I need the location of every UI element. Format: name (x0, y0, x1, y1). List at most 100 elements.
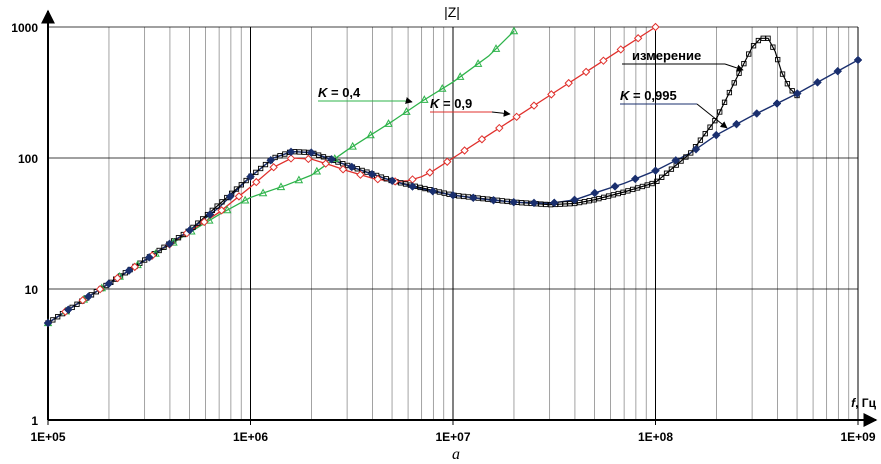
data-point-meas (765, 35, 771, 41)
data-point-k0995 (468, 193, 478, 203)
markers-group (43, 22, 863, 328)
data-point-k09 (460, 146, 469, 155)
y-tick-label: 1 (31, 414, 38, 428)
data-point-meas (50, 317, 56, 323)
series-label-value: = 0,4 (327, 85, 361, 100)
data-point-k09 (95, 284, 105, 294)
data-point-k0995 (225, 192, 235, 201)
data-point-k0995 (448, 190, 458, 200)
data-point-meas (789, 88, 795, 94)
x-tick-label: 1E+09 (840, 430, 875, 444)
data-point-k04 (509, 26, 519, 35)
data-point-k09 (338, 165, 348, 174)
data-point-k04 (438, 84, 447, 92)
x-axis-label-symbol: f (851, 396, 856, 410)
data-point-meas (668, 166, 675, 172)
data-point-k0995 (266, 155, 276, 165)
data-point-k09 (495, 123, 504, 133)
series-label-k09: K = 0,9 (430, 96, 472, 111)
data-point-k09 (564, 78, 573, 88)
data-point-meas (784, 81, 791, 87)
data-point-meas (257, 165, 264, 172)
chart-title: |Z| (444, 4, 460, 20)
data-point-k0995 (84, 292, 93, 301)
data-point-k0995 (833, 66, 843, 76)
data-point-k0995 (610, 182, 620, 191)
data-point-k0995 (327, 154, 336, 164)
axes: 1E+05 1E+06 1E+07 1E+08 1E+09 1 10 100 1000 (11, 9, 878, 444)
data-point-k09 (477, 135, 487, 144)
series-label-value: измерение (632, 48, 701, 63)
annotations: K = 0,4 K = 0,9 K = 0,995 измерение (318, 48, 744, 129)
data-point-k09 (269, 163, 278, 172)
data-point-k09 (373, 175, 382, 184)
data-point-k0995 (144, 253, 154, 262)
data-point-meas (262, 161, 269, 168)
data-point-k0995 (549, 198, 559, 208)
data-point-k0995 (286, 147, 296, 157)
data-point-k04 (222, 205, 232, 214)
figure-caption: a (452, 446, 460, 463)
data-point-k0995 (651, 166, 660, 176)
series-label-value: = 0,995 (629, 88, 676, 103)
series-label-symbol: K (318, 85, 329, 100)
data-point-k04 (240, 195, 250, 204)
data-point-meas (74, 301, 80, 307)
data-point-meas (233, 186, 240, 192)
annotation-arrow-k0995 (696, 103, 728, 129)
data-point-k0995 (711, 130, 721, 140)
data-point-meas (195, 220, 201, 226)
data-point-k04 (420, 95, 429, 103)
data-point-meas (688, 150, 694, 156)
data-point-k0995 (853, 55, 863, 65)
data-point-k0995 (43, 318, 53, 328)
data-point-k09 (113, 273, 122, 283)
data-point-meas (770, 44, 776, 50)
data-point-meas (654, 178, 660, 184)
data-point-k04 (276, 182, 286, 191)
data-point-k0995 (408, 182, 417, 191)
x-axis-label: f, Гц (851, 396, 876, 410)
y-tick-label: 1000 (11, 21, 38, 35)
data-point-meas (741, 60, 747, 67)
data-point-k0995 (671, 156, 681, 165)
data-point-meas (663, 170, 670, 176)
data-point-k0995 (630, 174, 640, 184)
data-point-k0995 (509, 197, 519, 207)
data-point-k09 (529, 101, 539, 110)
data-point-k09 (443, 157, 452, 166)
y-tick-label: 10 (25, 283, 39, 297)
data-point-k09 (599, 56, 608, 65)
x-axis-label-unit: , Гц (855, 396, 876, 410)
series-label-meas: измерение (632, 48, 701, 63)
data-point-k04 (294, 175, 304, 184)
data-point-meas (175, 235, 182, 241)
data-point-k04 (258, 188, 268, 197)
data-point-k09 (217, 206, 226, 215)
x-tick-label: 1E+08 (638, 430, 673, 444)
data-point-meas (746, 51, 752, 57)
data-point-k09 (425, 168, 435, 177)
data-point-meas (726, 89, 733, 96)
data-point-k04 (205, 215, 214, 224)
data-point-meas (253, 169, 259, 176)
data-point-k04 (455, 72, 465, 80)
data-point-k09 (321, 159, 330, 168)
data-point-k0995 (104, 279, 114, 289)
series-label-k04: K = 0,4 (318, 85, 361, 100)
data-point-k09 (78, 296, 87, 305)
x-tick-label: 1E+06 (233, 430, 268, 444)
data-point-k04 (312, 166, 322, 175)
annotation-arrow-k04 (405, 97, 413, 104)
data-point-k0995 (813, 77, 822, 87)
data-point-meas (683, 154, 689, 160)
data-point-k0995 (529, 198, 539, 208)
data-point-meas (659, 174, 665, 180)
data-point-k09 (616, 45, 625, 54)
data-point-meas (717, 109, 723, 115)
data-point-k09 (547, 90, 556, 99)
data-point-k09 (408, 175, 417, 184)
annotation-arrow-k09 (491, 109, 511, 117)
data-point-k0995 (691, 144, 701, 154)
